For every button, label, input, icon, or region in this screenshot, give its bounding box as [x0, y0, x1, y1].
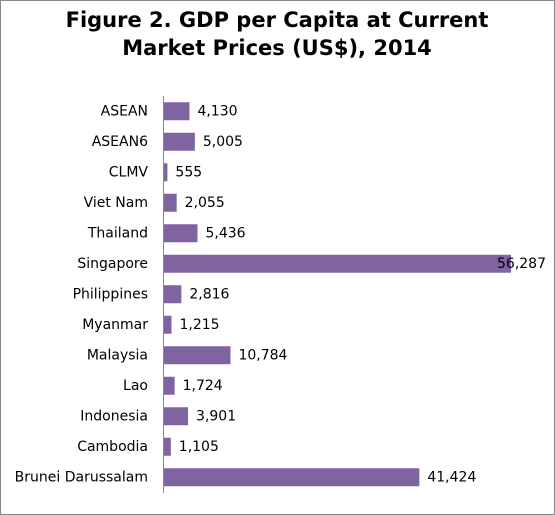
- data-label: 5,005: [203, 134, 243, 150]
- bar: [164, 193, 177, 212]
- y-tick-label: Viet Nam: [84, 195, 148, 211]
- bar: [164, 468, 420, 487]
- bar: [164, 437, 171, 456]
- data-label: 1,724: [183, 378, 223, 394]
- y-tick-label: Singapore: [77, 256, 148, 272]
- bar: [164, 254, 511, 273]
- chart-title: Market Prices (US$), 2014: [122, 36, 432, 60]
- y-tick-label: Indonesia: [80, 408, 148, 424]
- data-label: 1,215: [179, 317, 219, 333]
- data-label: 555: [175, 164, 202, 180]
- bar: [164, 407, 189, 426]
- bar: [164, 102, 190, 121]
- data-label: 10,784: [238, 347, 287, 363]
- bar: [164, 376, 175, 395]
- bar: [164, 346, 231, 365]
- data-label: 41,424: [427, 469, 476, 485]
- data-label: 1,105: [179, 439, 219, 455]
- data-label: 2,055: [185, 195, 225, 211]
- y-tick-label: CLMV: [109, 164, 149, 180]
- data-label: 4,130: [197, 103, 237, 119]
- data-label: 3,901: [196, 408, 236, 424]
- y-tick-label: Malaysia: [87, 347, 148, 363]
- data-label: 5,436: [206, 225, 246, 241]
- y-tick-label: Myanmar: [82, 317, 148, 333]
- y-tick-label: Thailand: [87, 225, 148, 241]
- y-tick-label: Cambodia: [77, 439, 148, 455]
- bar: [164, 285, 182, 304]
- y-tick-label: Lao: [123, 378, 148, 394]
- y-tick-label: Brunei Darussalam: [15, 469, 148, 485]
- bar: [164, 315, 172, 334]
- data-label: 2,816: [189, 286, 229, 302]
- y-tick-label: ASEAN6: [92, 134, 148, 150]
- chart-title: Figure 2. GDP per Capita at Current: [66, 8, 489, 32]
- y-tick-label: ASEAN: [101, 103, 148, 119]
- y-tick-label: Philippines: [73, 286, 148, 302]
- bar: [164, 224, 198, 243]
- bar: [164, 163, 168, 182]
- bar: [164, 132, 195, 151]
- data-label: 56,287: [497, 256, 546, 272]
